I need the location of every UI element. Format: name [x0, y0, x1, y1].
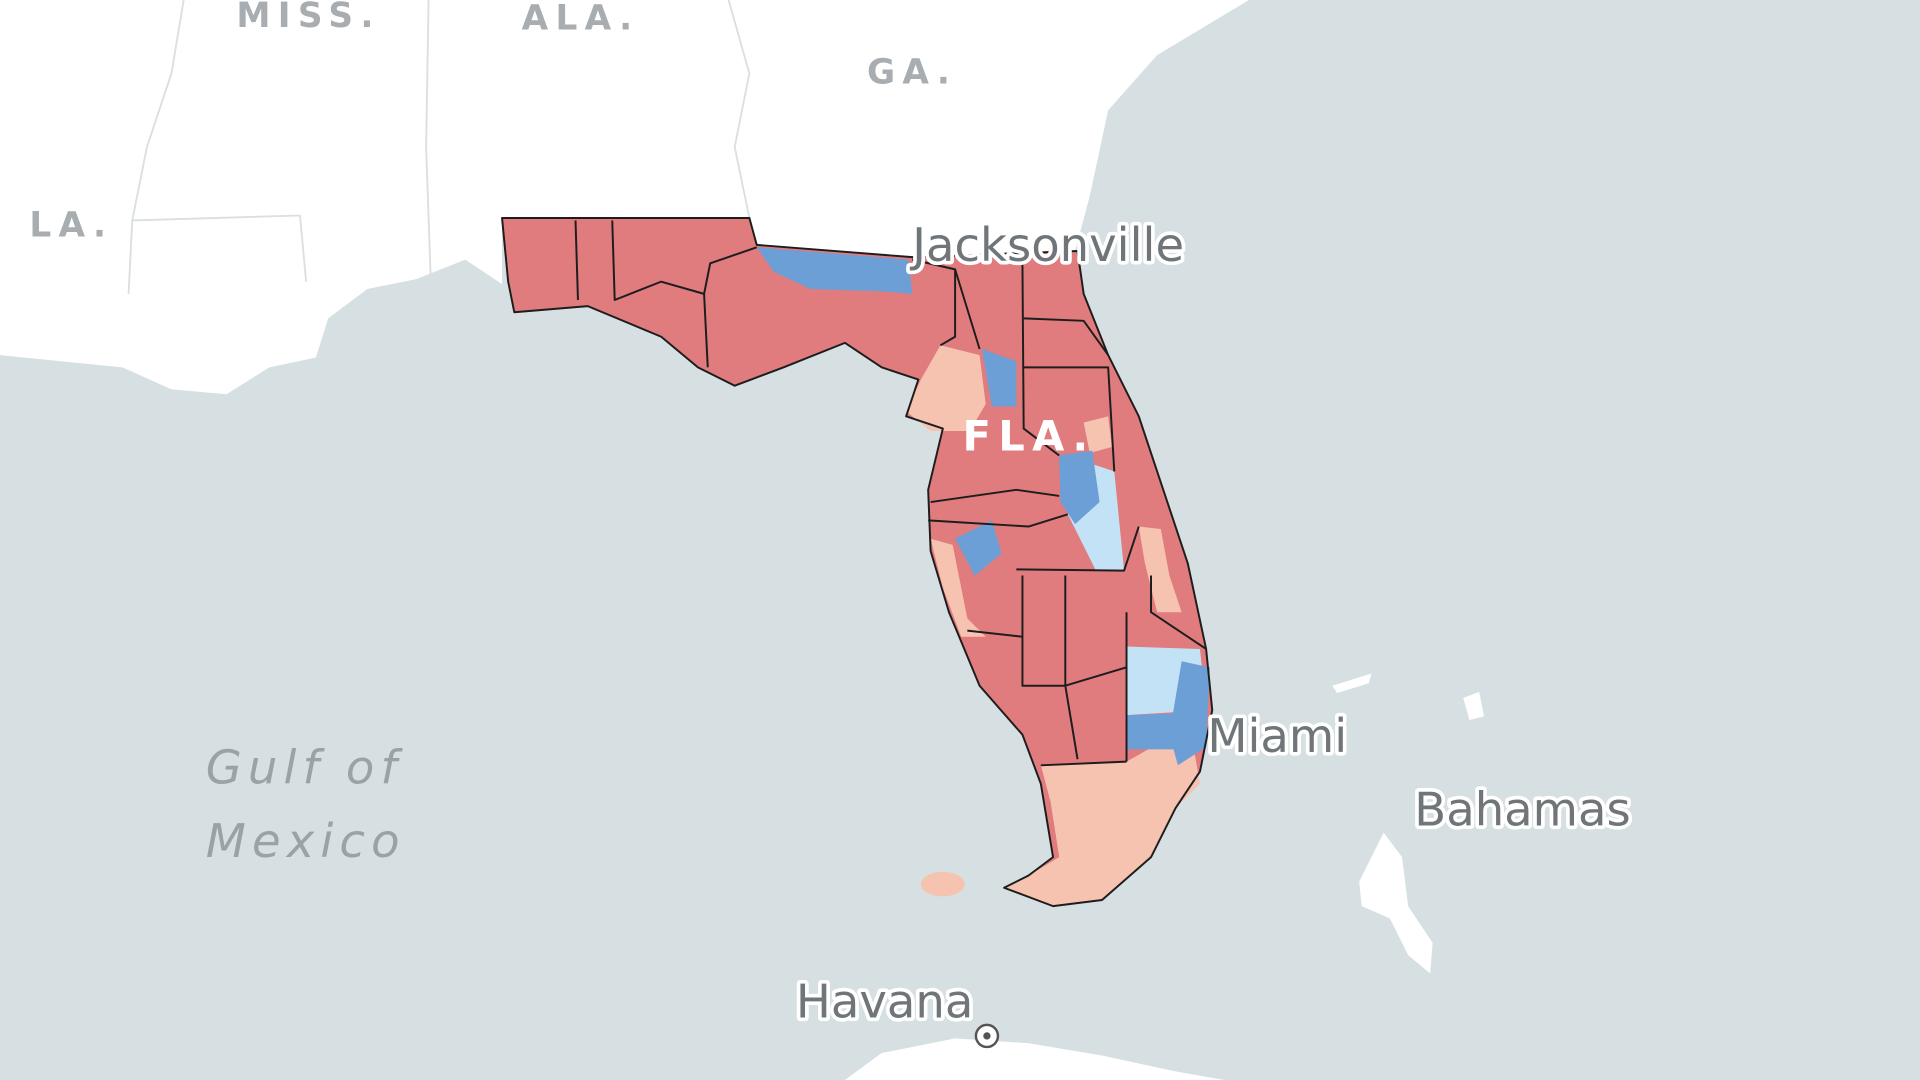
state-borders	[127, 0, 751, 294]
district	[955, 520, 1002, 576]
district	[1083, 416, 1112, 454]
district	[982, 348, 1017, 407]
state-label: LA.	[29, 205, 113, 245]
state-label: FLA.	[962, 412, 1095, 461]
country-label: Bahamas	[1414, 782, 1630, 836]
district	[1138, 526, 1182, 613]
islands	[844, 673, 1485, 1080]
city-label: Jacksonville	[909, 218, 1184, 272]
city-label: Havana	[796, 975, 973, 1029]
district	[930, 538, 986, 637]
keys	[920, 871, 965, 897]
district	[756, 247, 913, 294]
district	[1169, 661, 1210, 766]
state-label: MISS.	[236, 0, 380, 36]
district	[906, 345, 986, 432]
capital-marker-dot	[983, 1032, 991, 1040]
sea-label: Gulf of	[206, 741, 404, 795]
state-label: GA.	[867, 52, 957, 92]
district	[1059, 450, 1100, 525]
district	[502, 217, 1213, 907]
district	[1004, 740, 1200, 907]
city-label: Miami	[1207, 709, 1347, 763]
florida	[501, 216, 1214, 908]
sea-label: Mexico	[206, 814, 406, 868]
us-land	[0, 0, 1249, 395]
district-borders	[501, 216, 1214, 908]
state-label: ALA.	[522, 0, 640, 38]
